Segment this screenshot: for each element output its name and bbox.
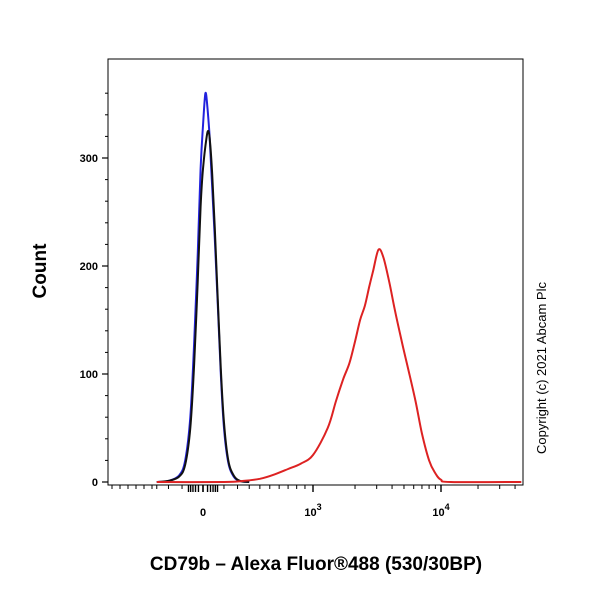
y-axis-title: Count [30,243,51,299]
plot-frame [107,58,524,486]
x-tick-label: 104 [432,502,449,519]
histogram-series-2 [156,129,250,483]
y-tick-label: 300 [80,153,98,165]
histogram-series-3 [156,248,522,484]
y-tick-label: 200 [80,261,98,273]
x-tick-label: 103 [304,502,321,519]
y-tick-label: 100 [80,369,98,381]
y-tick-label: 0 [92,477,98,489]
x-tick-label: 0 [200,507,206,519]
copyright-text: Copyright (c) 2021 Abcam Plc [534,282,549,454]
x-axis-title: CD79b – Alexa Fluor®488 (530/30BP) [150,554,482,575]
